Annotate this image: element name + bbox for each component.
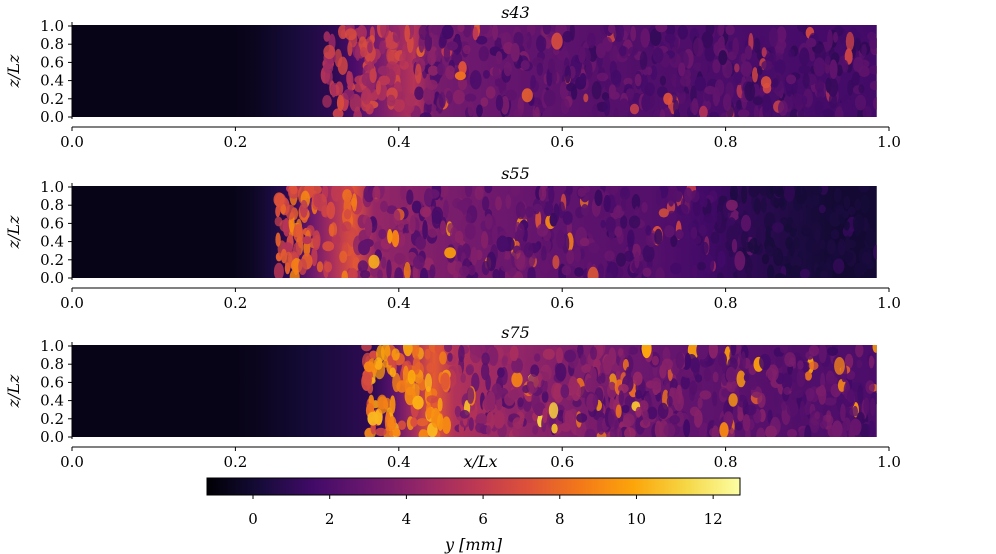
colorbar-tick-label: 4 [402,510,412,528]
colorbar-tick-label: 6 [478,510,488,528]
y-axis-label: z/Lz [4,374,23,408]
y-tick-label: 0.8 [40,355,64,373]
y-tick-label: 0.4 [40,233,64,251]
y-tick-label: 1.0 [40,178,64,196]
x-tick-label: 1.0 [877,133,901,151]
x-tick-label: 0.6 [550,453,574,471]
y-tick-label: 0.2 [40,410,64,428]
colorbar-tick-label: 0 [248,510,258,528]
y-tick-label: 0.8 [40,35,64,53]
y-tick-label: 0.0 [40,428,64,446]
colorbar-tick-label: 8 [555,510,565,528]
panel-s43: 0.00.20.40.60.81.00.0 0.2 0.4 0.6 0.8 1.0s43z… [4,3,901,151]
y-tick-label: 0.0 [40,269,64,287]
x-tick-label: 0.2 [223,453,247,471]
x-tick-label: 1.0 [877,294,901,312]
x-tick-label: 0.8 [714,133,738,151]
y-tick-label: 1.0 [40,17,64,35]
x-tick-label: 0.2 [223,294,247,312]
panel-s75: 0.00.20.40.60.81.00.0 0.2 0.4 0.6 0.8 1.0s75z… [4,323,901,471]
y-tick-label: 0.4 [40,392,64,410]
x-tick-label: 0.6 [550,294,574,312]
y-tick-label: 0.2 [40,90,64,108]
x-tick-label: 0.0 [60,453,84,471]
colorbar-tick-label: 10 [627,510,646,528]
roughness-field [273,186,877,278]
y-tick-label: 0.0 [40,108,64,126]
panels: 0.00.20.40.60.81.00.0 0.2 0.4 0.6 0.8 1.0s43z… [4,3,901,471]
y-axis-label: z/Lz [4,54,23,88]
colorbar-tick-label: 12 [704,510,723,528]
colorbar-tick-label: 2 [325,510,335,528]
colorbar-label: y [mm] [444,535,503,554]
x-tick-label: 0.4 [387,133,411,151]
colorbar-gradient [206,477,741,496]
colorbar: 0 2 4 6 8 10 12 y [mm] [206,477,741,554]
x-tick-label: 0.4 [387,294,411,312]
roughness-field [361,345,877,437]
x-tick-label: 0.0 [60,294,84,312]
x-tick-label: 0.2 [223,133,247,151]
panel-s55: 0.00.20.40.60.81.00.0 0.2 0.4 0.6 0.8 1.0s55z… [4,164,901,312]
panel-title: s75 [501,323,530,342]
panel-title: s55 [501,164,530,183]
y-tick-label: 0.8 [40,196,64,214]
y-tick-label: 0.6 [40,53,64,71]
roughness-field [320,25,877,117]
y-tick-label: 1.0 [40,337,64,355]
x-tick-label: 1.0 [877,453,901,471]
x-tick-label: 0.4 [387,453,411,471]
x-tick-label: 0.0 [60,133,84,151]
panel-title: s43 [501,3,530,22]
x-axis-label: x/Lx [463,452,497,471]
x-tick-label: 0.6 [550,133,574,151]
x-tick-label: 0.8 [714,294,738,312]
y-tick-label: 0.6 [40,214,64,232]
y-axis-label: z/Lz [4,215,23,249]
y-tick-label: 0.6 [40,373,64,391]
y-tick-label: 0.4 [40,72,64,90]
y-tick-label: 0.2 [40,251,64,269]
x-tick-label: 0.8 [714,453,738,471]
